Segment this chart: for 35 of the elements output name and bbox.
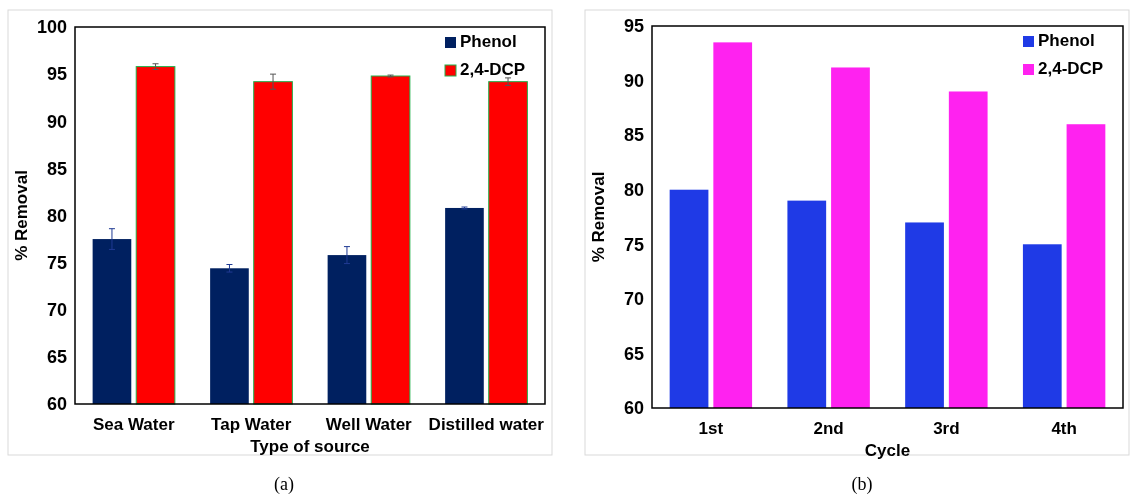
legend-label: 2,4-DCP [1038, 59, 1104, 78]
y-tick-label: 85 [623, 125, 644, 146]
x-tick-label: 3rd [933, 419, 960, 438]
y-tick-label: 95 [623, 16, 644, 37]
y-tick-label: 85 [46, 158, 67, 179]
y-tick-label: 80 [623, 180, 644, 201]
x-tick-label: Tap Water [211, 415, 292, 434]
y-axis-title: % Removal [12, 170, 31, 261]
y-tick-label: 90 [46, 111, 67, 132]
legend-label: Phenol [460, 32, 517, 51]
y-tick-label: 70 [46, 300, 67, 321]
x-tick-label: 1st [698, 419, 724, 438]
y-tick-label: 100 [36, 17, 67, 38]
x-tick-label: Sea Water [92, 415, 175, 434]
y-tick-label: 65 [623, 343, 644, 364]
x-axis-title: Cycle [864, 441, 911, 460]
x-tick-label: Well Water [325, 415, 413, 434]
text: (a) [274, 474, 294, 495]
y-tick-label: 75 [623, 234, 644, 255]
y-tick-label: 65 [46, 347, 67, 368]
y-tick-label: 80 [46, 205, 67, 226]
y-tick-label: 60 [623, 398, 644, 419]
x-tick-label: 4th [1051, 419, 1077, 438]
legend-label: 2,4-DCP [460, 60, 526, 79]
x-axis-title: Type of source [250, 437, 370, 456]
legend-label: Phenol [1038, 31, 1095, 50]
y-tick-label: 95 [46, 64, 67, 85]
y-axis-title: % Removal [589, 171, 608, 263]
y-tick-label: 60 [46, 394, 67, 415]
y-tick-label: 75 [46, 252, 67, 273]
y-tick-label: 90 [623, 70, 644, 91]
x-tick-label: Distilled water [428, 415, 545, 434]
text: (b) [851, 474, 873, 495]
x-tick-label: 2nd [813, 419, 844, 438]
y-tick-label: 70 [623, 289, 644, 310]
